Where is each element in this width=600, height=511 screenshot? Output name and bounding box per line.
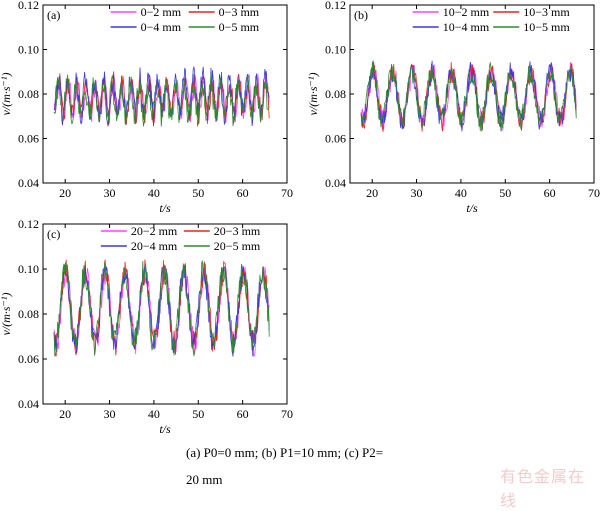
x-tick-label: 30 bbox=[411, 186, 423, 200]
x-tick-label: 70 bbox=[281, 407, 293, 421]
x-tick-label: 70 bbox=[588, 186, 600, 200]
chart-panel-1: 20 30 40 50 60 70 0.04 0.06 0.08 0.10 0.12 (a) t/s v/… bbox=[0, 0, 293, 215]
y-tick-label: 0.06 bbox=[325, 132, 346, 146]
legend-label: 10−3 mm bbox=[523, 5, 570, 19]
x-tick-label: 20 bbox=[59, 407, 71, 421]
chart-panel-3: 20 30 40 50 60 70 0.04 0.06 0.08 0.10 0.12 (c) t/s v/… bbox=[0, 217, 293, 436]
legend-label: 10−2 mm bbox=[443, 5, 490, 19]
series-line-2-4 bbox=[360, 61, 577, 132]
x-tick-label: 20 bbox=[59, 186, 71, 200]
x-tick-label: 50 bbox=[499, 186, 511, 200]
x-axis-label: t/s bbox=[159, 201, 171, 215]
legend-label: 20−2 mm bbox=[131, 224, 178, 238]
y-tick-label: 0.08 bbox=[18, 307, 39, 321]
y-tick-label: 0.10 bbox=[325, 43, 346, 57]
legend-label: 20−4 mm bbox=[131, 239, 178, 253]
y-axis-label: v/(m·s⁻¹) bbox=[0, 73, 13, 116]
y-tick-label: 0.06 bbox=[18, 352, 39, 366]
x-tick-label: 60 bbox=[237, 186, 249, 200]
series-line-1-4 bbox=[53, 73, 270, 127]
y-tick-label: 0.08 bbox=[18, 87, 39, 101]
legend-label: 0−3 mm bbox=[219, 5, 260, 19]
y-axis-label: v/(m·s⁻¹) bbox=[0, 293, 13, 336]
x-axis-label: t/s bbox=[466, 201, 478, 215]
legend-label: 0−4 mm bbox=[141, 20, 182, 34]
x-tick-label: 40 bbox=[455, 186, 467, 200]
legend-label: 10−4 mm bbox=[443, 20, 490, 34]
chart-panel-2: 20 30 40 50 60 70 0.04 0.06 0.08 0.10 0.12 (b) t/s v/… bbox=[306, 0, 600, 215]
y-axis-label: v/(m·s⁻¹) bbox=[306, 73, 320, 116]
figure-caption-line2: 20 mm bbox=[186, 472, 223, 487]
legend-label: 20−3 mm bbox=[214, 224, 261, 238]
panel-label: (c) bbox=[47, 227, 60, 241]
x-tick-label: 30 bbox=[104, 186, 116, 200]
x-tick-label: 40 bbox=[148, 186, 160, 200]
y-tick-label: 0.12 bbox=[18, 0, 39, 12]
x-tick-label: 30 bbox=[104, 407, 116, 421]
x-tick-label: 70 bbox=[281, 186, 293, 200]
x-tick-label: 20 bbox=[366, 186, 378, 200]
x-tick-label: 50 bbox=[192, 407, 204, 421]
x-tick-label: 50 bbox=[192, 186, 204, 200]
legend-label: 0−5 mm bbox=[219, 20, 260, 34]
series-line-3-4 bbox=[53, 260, 270, 358]
x-tick-label: 40 bbox=[148, 407, 160, 421]
legend-label: 10−5 mm bbox=[523, 20, 570, 34]
y-tick-label: 0.04 bbox=[18, 176, 39, 190]
x-axis-label: t/s bbox=[159, 422, 171, 436]
y-tick-label: 0.04 bbox=[325, 176, 346, 190]
y-tick-label: 0.08 bbox=[325, 87, 346, 101]
y-tick-label: 0.04 bbox=[18, 397, 39, 411]
y-tick-label: 0.06 bbox=[18, 132, 39, 146]
legend-label: 20−5 mm bbox=[214, 239, 261, 253]
panel-label: (b) bbox=[354, 8, 368, 22]
y-tick-label: 0.12 bbox=[18, 217, 39, 231]
y-tick-label: 0.12 bbox=[325, 0, 346, 12]
figure-canvas: 20 30 40 50 60 70 0.04 0.06 0.08 0.10 0.12 (a) t/s v/… bbox=[0, 0, 600, 436]
x-tick-label: 60 bbox=[237, 407, 249, 421]
legend-label: 0−2 mm bbox=[141, 5, 182, 19]
y-tick-label: 0.10 bbox=[18, 262, 39, 276]
x-tick-label: 60 bbox=[544, 186, 556, 200]
figure-caption-line1: (a) P0=0 mm; (b) P1=10 mm; (c) P2= bbox=[186, 445, 384, 460]
panel-label: (a) bbox=[47, 8, 60, 22]
watermark-text: 有色金属在线 bbox=[500, 467, 586, 510]
y-tick-label: 0.10 bbox=[18, 43, 39, 57]
